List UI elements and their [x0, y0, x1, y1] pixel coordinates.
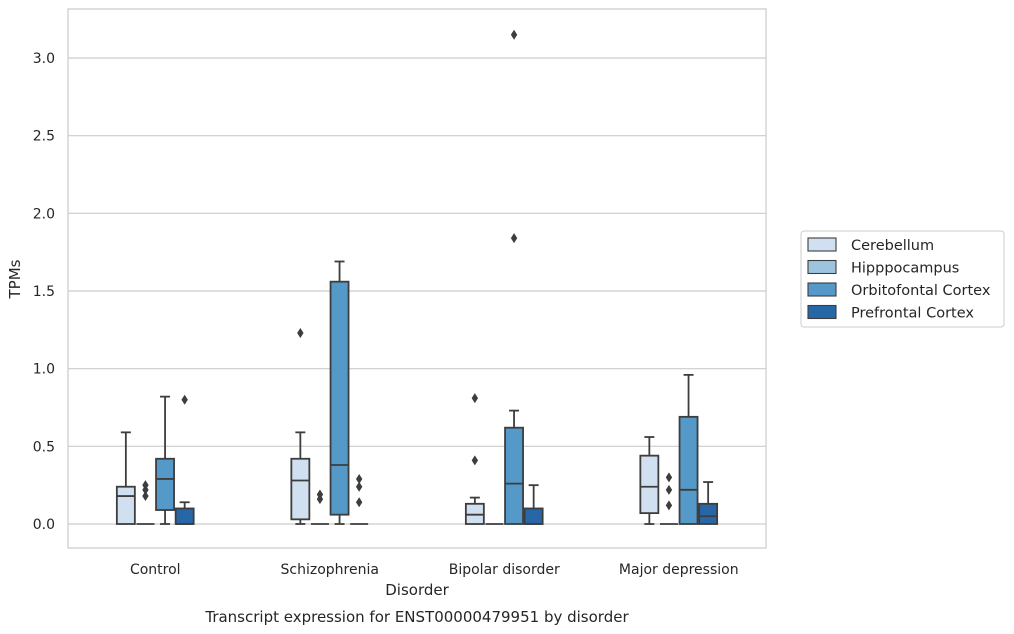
- box-hipppocampus: [659, 472, 678, 525]
- box-prefrontal-cortex: [174, 394, 195, 525]
- legend-label: Hipppocampus: [851, 261, 959, 277]
- box-iqr: [678, 415, 699, 525]
- y-tick-label: 2.0: [33, 206, 55, 222]
- box-iqr: [639, 454, 660, 515]
- legend-swatch: [807, 304, 837, 320]
- box-plot-marks: [115, 29, 719, 525]
- x-tick-label: Bipolar disorder: [449, 562, 560, 578]
- box-orbitofontal-cortex: [504, 29, 524, 525]
- legend-swatch: [807, 259, 837, 275]
- box-iqr: [290, 457, 311, 521]
- box-iqr: [698, 502, 719, 525]
- outlier-point: [665, 472, 673, 483]
- box-cerebellum: [290, 327, 311, 525]
- box-iqr: [174, 507, 195, 525]
- legend-label: Cerebellum: [851, 238, 934, 254]
- y-axis-ticks: 0.0 0.5 1.0 1.5 2.0 2.5 3.0: [33, 51, 55, 533]
- box-iqr: [115, 485, 136, 525]
- box-cerebellum: [115, 431, 136, 525]
- box-iqr: [523, 507, 544, 525]
- box-orbitofontal-cortex: [678, 373, 699, 525]
- outlier-point: [316, 489, 324, 500]
- legend-swatch: [807, 282, 837, 297]
- outlier-point: [355, 481, 363, 492]
- legend-label: Orbitofontal Cortex: [851, 283, 991, 299]
- box-cerebellum: [639, 436, 660, 525]
- outlier-point: [142, 491, 149, 502]
- box-orbitofontal-cortex: [329, 260, 350, 525]
- outlier-point: [142, 480, 149, 491]
- box-prefrontal-cortex: [698, 481, 719, 525]
- box-iqr: [329, 280, 350, 516]
- outlier-point: [297, 327, 304, 338]
- legend: Cerebellum Hipppocampus Orbitofontal Corte…: [800, 230, 1005, 328]
- grid-lines: [68, 57, 766, 525]
- legend-frame: [800, 230, 1005, 328]
- outlier-point: [510, 29, 518, 40]
- outlier-point: [471, 455, 479, 466]
- x-tick-label: Control: [130, 562, 181, 578]
- box-prefrontal-cortex: [350, 473, 369, 525]
- chart-title: Transcript expression for ENST0000047995…: [204, 608, 629, 626]
- x-tick-label: Schizophrenia: [281, 562, 379, 578]
- box-iqr: [155, 457, 175, 511]
- outlier-point: [510, 233, 518, 244]
- box-cerebellum: [464, 393, 485, 525]
- outlier-point: [471, 393, 479, 404]
- y-axis-label: TPMs: [6, 259, 24, 299]
- outlier-point: [355, 473, 363, 484]
- x-axis-label: Disorder: [385, 581, 449, 599]
- outlier-point: [355, 497, 363, 508]
- box-prefrontal-cortex: [523, 484, 544, 525]
- outlier-point: [665, 484, 673, 495]
- legend-swatch: [807, 237, 837, 252]
- box-orbitofontal-cortex: [155, 395, 175, 525]
- plot-frame: [67, 8, 767, 549]
- box-hipppocampus: [310, 489, 329, 525]
- outlier-point: [665, 500, 673, 511]
- x-axis-ticks: Control Schizophrenia Bipolar disorder Majo…: [130, 562, 739, 578]
- legend-label: Prefrontal Cortex: [851, 306, 974, 322]
- outlier-point: [181, 394, 188, 405]
- x-tick-label: Major depression: [619, 562, 739, 578]
- y-tick-label: 0.5: [33, 439, 55, 455]
- y-tick-label: 0.0: [33, 517, 55, 533]
- y-tick-label: 2.5: [33, 129, 55, 145]
- y-tick-label: 1.5: [33, 284, 55, 300]
- box-hipppocampus: [136, 480, 155, 525]
- y-tick-label: 1.0: [33, 362, 55, 378]
- y-tick-label: 3.0: [33, 51, 55, 67]
- box-iqr: [504, 426, 524, 525]
